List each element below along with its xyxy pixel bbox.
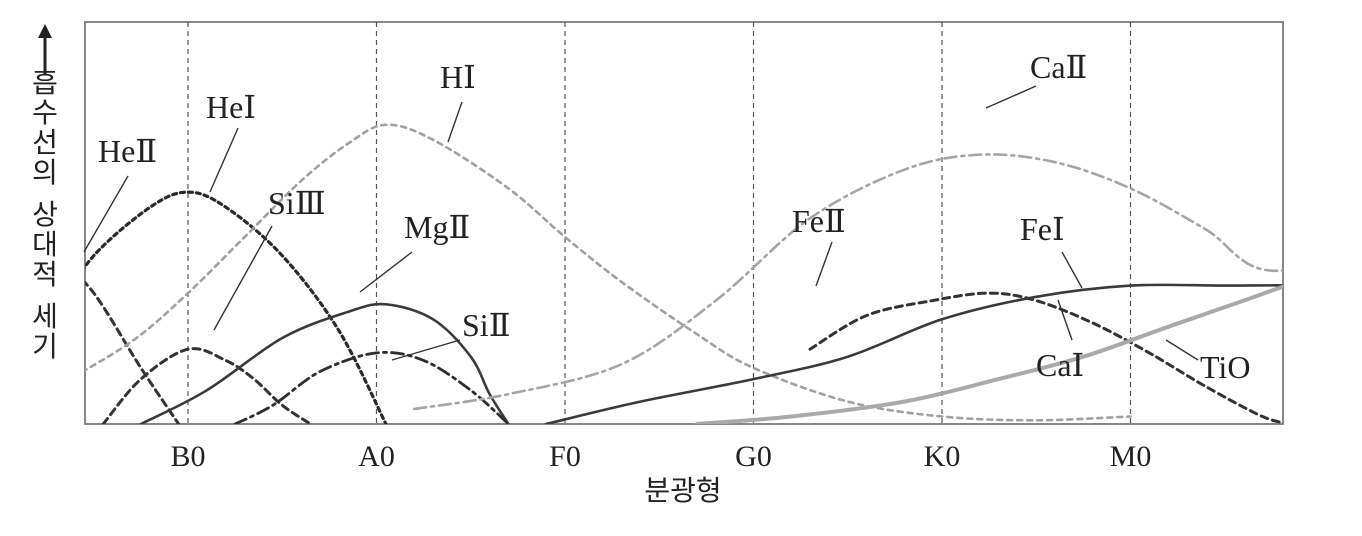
label-he-ii: HeⅡ <box>98 133 157 169</box>
label-he-i: HeⅠ <box>206 89 256 125</box>
leader-h-i <box>447 101 463 143</box>
series-lines <box>85 123 1362 424</box>
series-labels: HeⅡ HeⅠ HⅠ SiⅢ MgⅡ SiⅡ CaⅡ FeⅡ FeⅠ CaⅠ TiO <box>98 49 1250 385</box>
series-line-h-i <box>85 123 1132 422</box>
x-axis-label: 분광형 <box>644 474 721 507</box>
series-line-ca-ii <box>412 153 1283 411</box>
plot-frame <box>84 21 1284 425</box>
label-mg-ii: MgⅡ <box>404 209 470 245</box>
series-line-mg-ii <box>139 302 510 424</box>
leader-ca-i <box>1057 299 1073 341</box>
grid-lines <box>187 22 1132 424</box>
label-ca-ii: CaⅡ <box>1030 49 1087 85</box>
series-line-fe-i <box>544 283 1283 424</box>
label-ca-i: CaⅠ <box>1036 347 1084 383</box>
tick-label-k0: K0 <box>924 440 961 473</box>
series-line-he-i <box>85 190 388 424</box>
label-si-iii: SiⅢ <box>268 185 326 221</box>
tick-label-a0: A0 <box>358 440 395 473</box>
y-axis-arrowhead-icon <box>38 24 52 38</box>
label-leader-lines <box>83 85 1199 361</box>
leader-si-iii <box>213 225 273 331</box>
x-tick-labels: B0 A0 F0 G0 K0 M0 <box>170 440 1151 473</box>
label-si-ii: SiⅡ <box>462 307 510 343</box>
tick-label-f0: F0 <box>549 440 581 473</box>
series-line-ca-i <box>695 284 1283 424</box>
label-h-i: HⅠ <box>440 59 476 95</box>
series-line-fe-ii <box>808 291 1283 424</box>
series-line-he-ii <box>85 280 181 424</box>
leader-fe-ii <box>815 241 833 287</box>
label-fe-ii: FeⅡ <box>792 203 846 239</box>
label-fe-i: FeⅠ <box>1020 211 1065 247</box>
leader-he-ii <box>83 175 129 253</box>
tick-label-g0: G0 <box>735 440 772 473</box>
leader-fe-i <box>1061 251 1083 289</box>
series-line-si-ii <box>233 351 510 424</box>
series-line-tio <box>1291 256 1362 424</box>
leader-he-i <box>209 127 239 193</box>
leader-tio <box>1165 339 1199 361</box>
tick-label-m0: M0 <box>1110 440 1152 473</box>
leader-ca-ii <box>985 85 1037 109</box>
tick-label-b0: B0 <box>170 440 205 473</box>
label-tio: TiO <box>1200 349 1250 385</box>
leader-mg-ii <box>359 251 413 293</box>
leader-si-ii <box>391 339 461 361</box>
series-line-si-iii <box>101 347 312 424</box>
